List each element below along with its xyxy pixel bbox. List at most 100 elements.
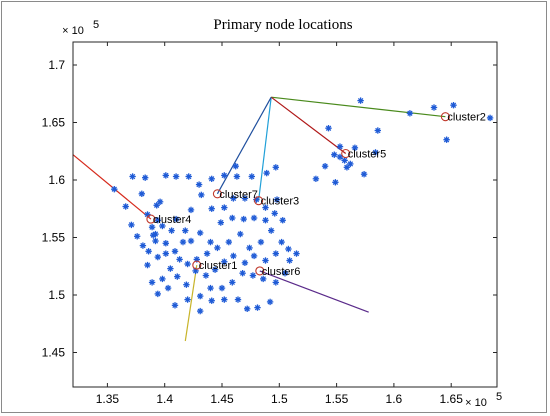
- x-axis-multiplier: × 10 5: [465, 391, 502, 409]
- node-point: [150, 232, 157, 239]
- node-point: [272, 250, 279, 257]
- node-point: [250, 214, 258, 222]
- node-point: [351, 144, 359, 151]
- node-point: [225, 238, 232, 246]
- x-tick-label: 1.45: [210, 392, 234, 406]
- node-point: [202, 272, 210, 279]
- cluster4-link-line: [72, 154, 152, 220]
- y-tick-label: 1.5: [48, 288, 65, 302]
- node-point: [162, 250, 169, 257]
- plot-border: [72, 41, 498, 388]
- node-point: [138, 190, 145, 197]
- node-point: [374, 127, 381, 134]
- node-point: [154, 217, 161, 224]
- cluster7-label: cluster7: [219, 189, 258, 201]
- node-point: [218, 284, 226, 292]
- node-point: [139, 242, 147, 249]
- node-point: [406, 110, 414, 117]
- node-point: [171, 302, 179, 309]
- node-point: [254, 304, 261, 311]
- node-point: [162, 240, 169, 247]
- node-point: [153, 202, 160, 209]
- node-point: [450, 102, 457, 109]
- cluster6-link-line: [259, 270, 369, 313]
- node-point: [167, 265, 174, 272]
- node-point: [179, 238, 187, 246]
- node-point: [262, 204, 269, 211]
- node-point: [148, 224, 156, 231]
- node-point: [246, 244, 253, 252]
- node-point: [279, 217, 286, 224]
- node-point: [217, 219, 224, 226]
- node-point: [142, 174, 149, 181]
- node-point: [129, 173, 136, 180]
- cluster5-label: cluster5: [348, 149, 387, 161]
- node-markers: [111, 97, 494, 315]
- node-point: [221, 258, 228, 265]
- cluster3-link-line: [258, 97, 272, 201]
- y-tick-label: 1.45: [42, 346, 66, 360]
- node-point: [128, 221, 135, 229]
- x-tick-label: 1.4: [156, 392, 173, 406]
- node-point: [208, 297, 215, 304]
- cluster6-marker: [255, 266, 265, 276]
- node-point: [164, 284, 172, 292]
- node-point: [336, 143, 344, 150]
- svg-text:5: 5: [496, 391, 502, 403]
- node-point: [144, 261, 151, 269]
- node-point: [168, 227, 175, 234]
- cluster1-marker: [192, 260, 202, 270]
- cluster4-label: cluster4: [153, 214, 192, 226]
- node-point: [134, 233, 141, 240]
- x-tick-label: 1.55: [325, 392, 349, 406]
- node-point: [229, 214, 236, 222]
- node-point: [171, 248, 179, 255]
- node-point: [156, 198, 164, 205]
- node-point: [195, 181, 203, 188]
- node-point: [230, 195, 237, 202]
- cluster3-marker: [254, 196, 264, 206]
- cluster6-label: cluster6: [262, 266, 301, 278]
- node-point: [248, 173, 255, 180]
- cluster-lines: [72, 96, 446, 342]
- node-point: [321, 163, 329, 170]
- node-point: [286, 257, 293, 264]
- node-point: [430, 104, 438, 111]
- node-point: [443, 136, 450, 143]
- x-tick-label: 1.65: [440, 392, 464, 406]
- node-point: [239, 270, 246, 277]
- plot-area: [73, 42, 497, 387]
- node-point: [148, 279, 156, 286]
- node-point: [332, 179, 339, 186]
- x-tick-label: 1.5: [271, 392, 288, 406]
- node-point: [197, 292, 204, 300]
- node-point: [249, 272, 257, 279]
- node-point: [262, 217, 269, 224]
- node-point: [271, 210, 278, 217]
- node-point: [162, 172, 169, 179]
- chart-title: Primary node locations: [213, 17, 352, 33]
- cluster1-label: cluster1: [199, 260, 238, 272]
- node-point: [272, 279, 279, 286]
- node-point: [208, 205, 215, 212]
- node-point: [293, 250, 300, 257]
- node-point: [230, 252, 237, 260]
- node-point: [263, 169, 270, 177]
- node-point: [278, 238, 285, 246]
- node-point: [183, 281, 190, 288]
- node-point: [172, 173, 180, 180]
- node-point: [357, 97, 364, 104]
- svg-text:5: 5: [93, 19, 99, 31]
- node-point: [221, 204, 228, 211]
- node-point: [197, 229, 204, 237]
- node-point: [176, 256, 183, 263]
- node-point: [266, 298, 274, 306]
- node-point: [232, 163, 239, 170]
- node-point: [203, 250, 211, 257]
- node-point: [233, 173, 241, 180]
- node-point: [257, 238, 265, 246]
- node-point: [184, 260, 191, 268]
- node-point: [159, 222, 166, 230]
- node-point: [234, 296, 242, 303]
